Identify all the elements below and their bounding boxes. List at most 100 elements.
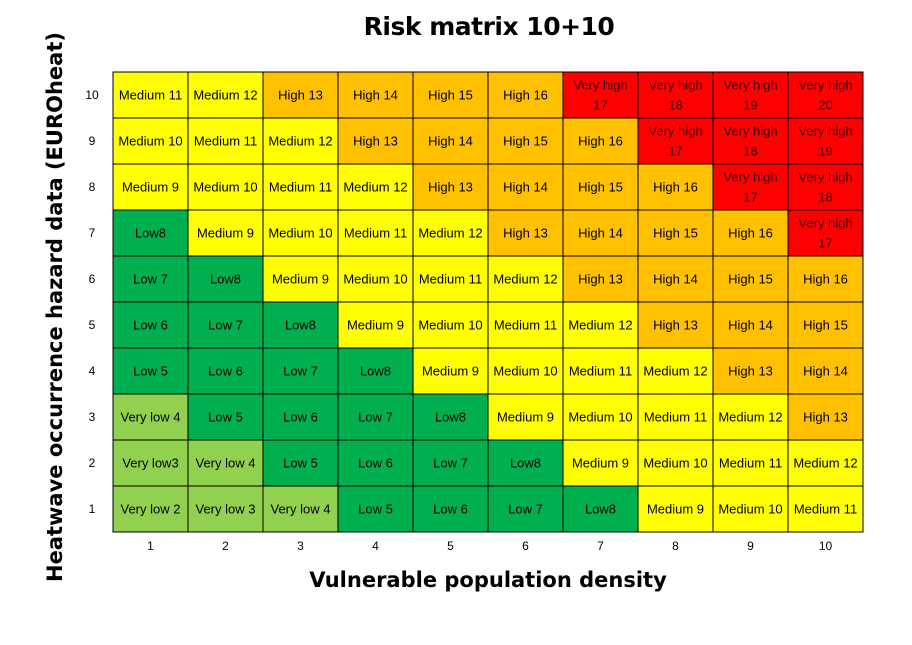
risk-cell-high <box>637 301 714 349</box>
risk-cell-medium <box>412 209 489 257</box>
risk-cell-label: Medium 12 <box>793 456 857 471</box>
risk-cell-label: Medium 10 <box>493 364 557 379</box>
y-tick-label: 9 <box>89 134 96 148</box>
x-tick-label: 9 <box>747 539 754 553</box>
risk-cell-label: Medium 12 <box>643 364 707 379</box>
x-tick-label: 1 <box>147 539 154 553</box>
risk-cell-label: High 13 <box>428 180 473 195</box>
x-tick-label: 7 <box>597 539 604 553</box>
risk-cell-low <box>487 485 564 533</box>
y-tick-label: 7 <box>89 226 96 240</box>
risk-cell-label: Medium 12 <box>268 134 332 149</box>
risk-cell-label: Very low 4 <box>271 502 331 517</box>
risk-cell-medium <box>337 163 414 211</box>
risk-cell-very-low <box>187 485 264 533</box>
risk-cell-label: Low 5 <box>283 456 318 471</box>
risk-cell-label: Very high <box>573 78 627 93</box>
risk-cell-medium <box>637 393 714 441</box>
risk-cell-label: Very high <box>723 78 777 93</box>
risk-cell-label: Medium 11 <box>419 272 482 287</box>
risk-cell-label: Low8 <box>135 226 166 241</box>
risk-cell-high <box>412 163 489 211</box>
risk-cell-label: Medium 11 <box>794 502 857 517</box>
risk-cell-label: 17 <box>818 236 832 251</box>
x-tick-label: 4 <box>372 539 379 553</box>
risk-cell-medium <box>412 301 489 349</box>
y-tick-label: 4 <box>89 364 96 378</box>
risk-cell-label: Low8 <box>285 318 316 333</box>
risk-cell-high <box>637 255 714 303</box>
risk-cell-label: 17 <box>668 144 682 159</box>
risk-cell-high <box>562 117 639 165</box>
risk-cell-label: Medium 11 <box>569 364 632 379</box>
risk-cell-label: 18 <box>668 98 682 113</box>
risk-cell-label: High 14 <box>728 318 773 333</box>
risk-cell-medium <box>712 439 789 487</box>
risk-cell-label: Medium 9 <box>647 502 704 517</box>
risk-cell-label: Low8 <box>510 456 541 471</box>
risk-cell-label: High 13 <box>503 226 548 241</box>
risk-cell-medium <box>262 117 339 165</box>
risk-cell-label: Very low 4 <box>196 456 256 471</box>
risk-cell-medium <box>562 347 639 395</box>
risk-cell-label: Very low 3 <box>196 502 256 517</box>
risk-cell-medium <box>787 485 864 533</box>
risk-cell-label: Medium 11 <box>344 226 407 241</box>
y-tick-label: 2 <box>89 456 96 470</box>
risk-cell-label: Very high <box>648 124 702 139</box>
risk-cell-label: Very low 4 <box>121 410 181 425</box>
risk-cell-label: High 14 <box>503 180 548 195</box>
risk-cell-label: Very high <box>798 78 852 93</box>
risk-cell-low <box>337 347 414 395</box>
risk-cell-label: Low 7 <box>358 410 393 425</box>
risk-cell-high <box>787 347 864 395</box>
risk-cell-label: High 16 <box>803 272 848 287</box>
risk-cell-label: High 16 <box>728 226 773 241</box>
risk-cell-label: Medium 10 <box>418 318 482 333</box>
risk-cell-high <box>787 255 864 303</box>
x-tick-label: 8 <box>672 539 679 553</box>
risk-cell-high <box>712 255 789 303</box>
risk-cell-label: Very high <box>723 170 777 185</box>
risk-cell-label: Very low3 <box>122 456 178 471</box>
x-tick-label: 6 <box>522 539 529 553</box>
risk-cell-high <box>787 393 864 441</box>
risk-cell-medium <box>637 347 714 395</box>
risk-cell-label: Low8 <box>435 410 466 425</box>
risk-cell-high <box>712 209 789 257</box>
risk-cell-medium <box>262 163 339 211</box>
risk-cell-label: Medium 10 <box>568 410 632 425</box>
risk-cell-label: Medium 11 <box>719 456 782 471</box>
y-tick-label: 8 <box>89 180 96 194</box>
risk-cell-medium <box>412 347 489 395</box>
risk-cell-medium <box>112 163 189 211</box>
risk-cell-label: Medium 12 <box>418 226 482 241</box>
y-axis-label: Heatwave occurrence hazard data (EUROhea… <box>43 32 67 582</box>
risk-cell-label: High 15 <box>803 318 848 333</box>
risk-cell-low <box>487 439 564 487</box>
risk-cell-high <box>787 301 864 349</box>
risk-cell-very-low <box>262 485 339 533</box>
risk-cell-very-high <box>712 117 789 165</box>
risk-cell-label: Medium 12 <box>718 410 782 425</box>
risk-cell-label: Medium 10 <box>643 456 707 471</box>
risk-cell-label: Low8 <box>210 272 241 287</box>
risk-cell-very-high <box>787 163 864 211</box>
risk-cell-label: High 15 <box>428 88 473 103</box>
risk-cell-label: Low 6 <box>283 410 318 425</box>
risk-cell-medium <box>112 71 189 119</box>
risk-cell-label: Low8 <box>360 364 391 379</box>
risk-cell-very-high <box>637 117 714 165</box>
risk-cell-very-low <box>112 439 189 487</box>
risk-cell-very-high <box>712 71 789 119</box>
risk-cell-medium <box>337 255 414 303</box>
risk-cell-label: High 14 <box>353 88 398 103</box>
x-tick-label: 5 <box>447 539 454 553</box>
y-tick-label: 1 <box>89 502 96 516</box>
risk-cell-low <box>262 347 339 395</box>
risk-cell-label: Medium 12 <box>343 180 407 195</box>
risk-cell-label: Very high <box>798 124 852 139</box>
risk-cell-label: Very high <box>798 170 852 185</box>
risk-cell-label: High 15 <box>578 180 623 195</box>
risk-cell-low <box>187 393 264 441</box>
